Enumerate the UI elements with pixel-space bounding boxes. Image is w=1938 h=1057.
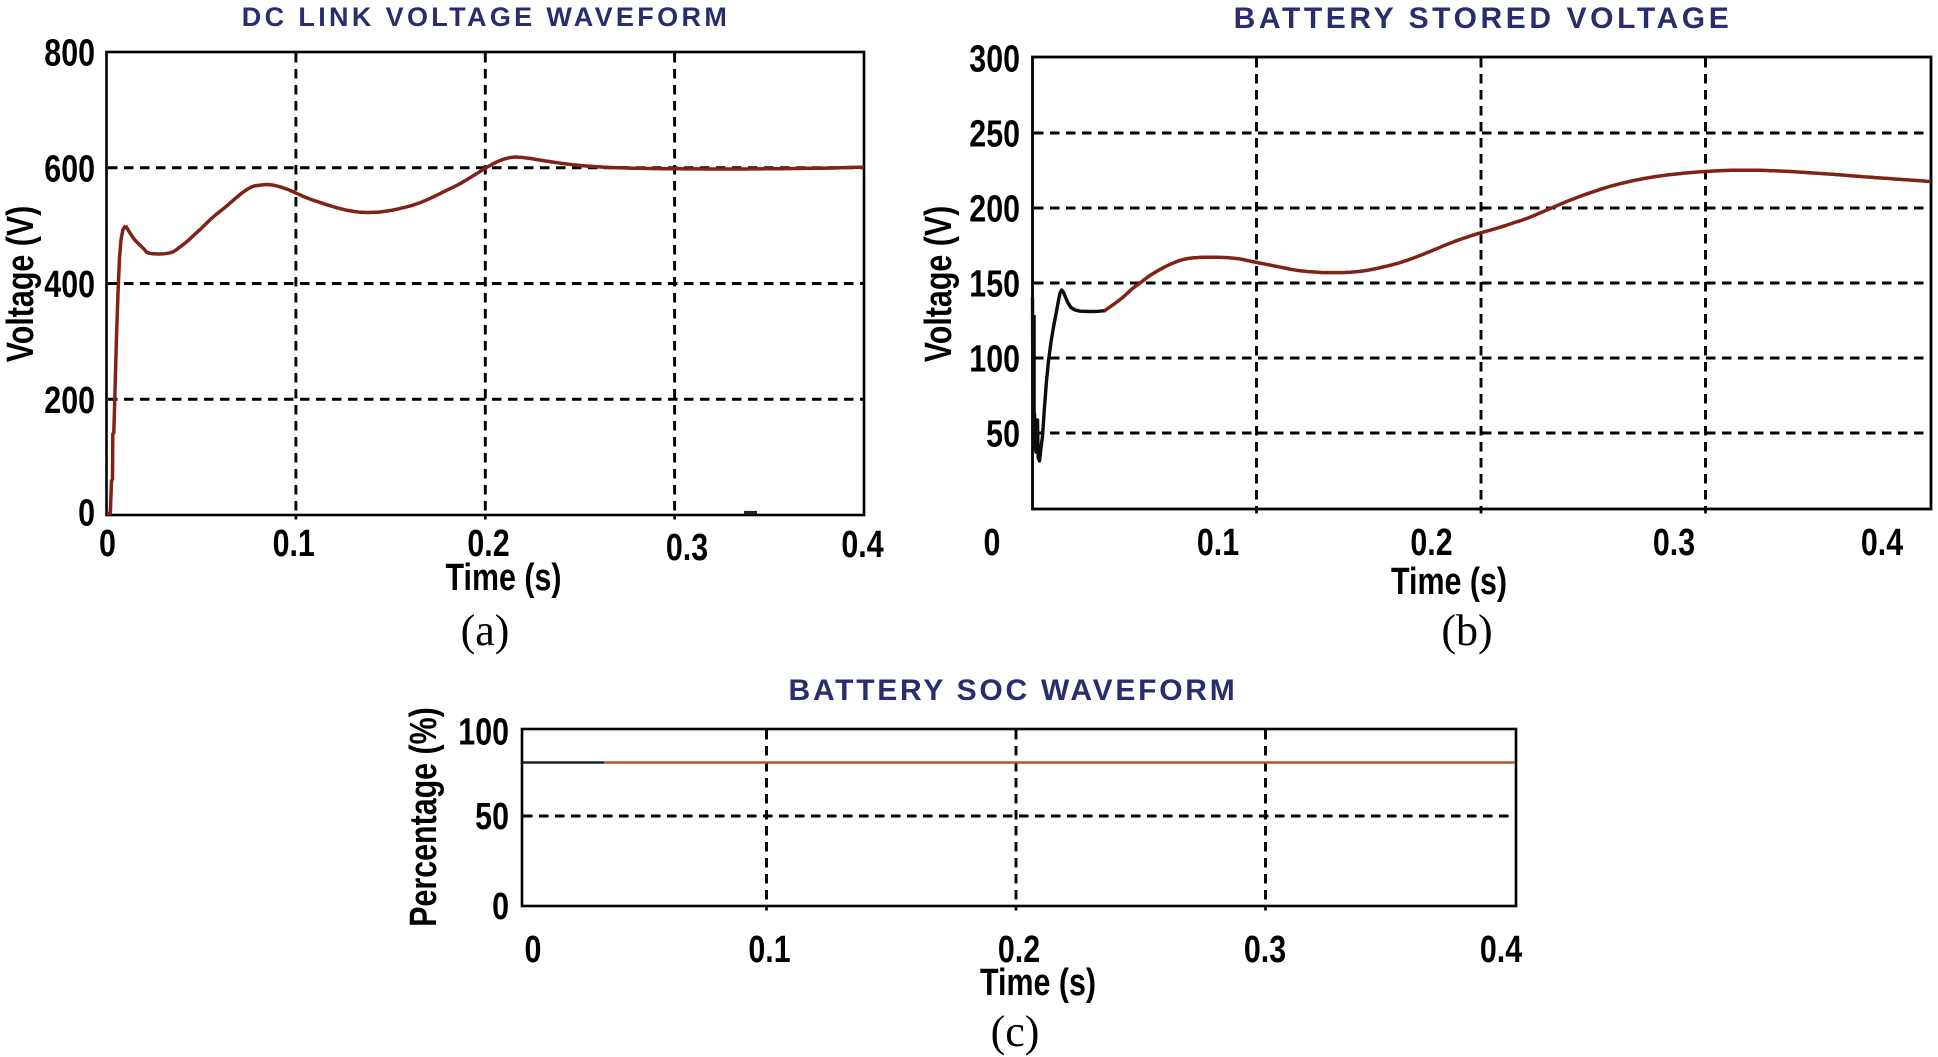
svg-text:Voltage (V): Voltage (V) xyxy=(0,206,42,362)
svg-text:Time (s): Time (s) xyxy=(980,962,1096,1004)
svg-text:DC LINK VOLTAGE WAVEFORM: DC LINK VOLTAGE WAVEFORM xyxy=(242,2,730,32)
svg-text:Time (s): Time (s) xyxy=(446,557,562,599)
svg-text:(a): (a) xyxy=(461,606,510,655)
svg-text:0.3: 0.3 xyxy=(1244,929,1286,971)
svg-text:Time (s): Time (s) xyxy=(1391,561,1507,603)
svg-text:0.1: 0.1 xyxy=(748,929,790,971)
svg-text:200: 200 xyxy=(969,188,1020,230)
svg-text:Percentage (%): Percentage (%) xyxy=(403,707,445,927)
svg-text:0.3: 0.3 xyxy=(1653,522,1695,564)
svg-text:0.3: 0.3 xyxy=(666,527,708,569)
svg-text:0: 0 xyxy=(984,522,1001,564)
svg-text:(c): (c) xyxy=(991,1007,1040,1056)
svg-text:100: 100 xyxy=(969,338,1020,380)
svg-text:0.4: 0.4 xyxy=(1480,929,1522,971)
svg-text:300: 300 xyxy=(969,38,1020,80)
svg-text:BATTERY STORED VOLTAGE: BATTERY STORED VOLTAGE xyxy=(1234,2,1733,35)
svg-text:0: 0 xyxy=(492,886,509,928)
svg-text:(b): (b) xyxy=(1441,606,1492,655)
svg-text:50: 50 xyxy=(475,796,509,838)
svg-text:400: 400 xyxy=(44,264,95,306)
svg-text:0.4: 0.4 xyxy=(1861,522,1903,564)
svg-text:200: 200 xyxy=(44,380,95,422)
svg-text:0.4: 0.4 xyxy=(841,524,883,566)
svg-text:0: 0 xyxy=(78,492,95,534)
svg-text:0.2: 0.2 xyxy=(467,523,509,565)
svg-text:600: 600 xyxy=(44,148,95,190)
svg-text:BATTERY SOC WAVEFORM: BATTERY SOC WAVEFORM xyxy=(789,674,1238,707)
svg-text:0: 0 xyxy=(525,929,542,971)
svg-text:0.1: 0.1 xyxy=(273,523,315,565)
svg-text:0.2: 0.2 xyxy=(1410,522,1452,564)
svg-text:800: 800 xyxy=(44,32,95,74)
svg-text:Voltage (V): Voltage (V) xyxy=(918,206,960,362)
svg-text:0.1: 0.1 xyxy=(1197,522,1239,564)
svg-text:0: 0 xyxy=(99,523,116,565)
svg-text:250: 250 xyxy=(969,113,1020,155)
svg-text:150: 150 xyxy=(969,263,1020,305)
svg-text:0.2: 0.2 xyxy=(998,929,1040,971)
svg-text:100: 100 xyxy=(458,711,509,753)
svg-text:50: 50 xyxy=(986,413,1020,455)
